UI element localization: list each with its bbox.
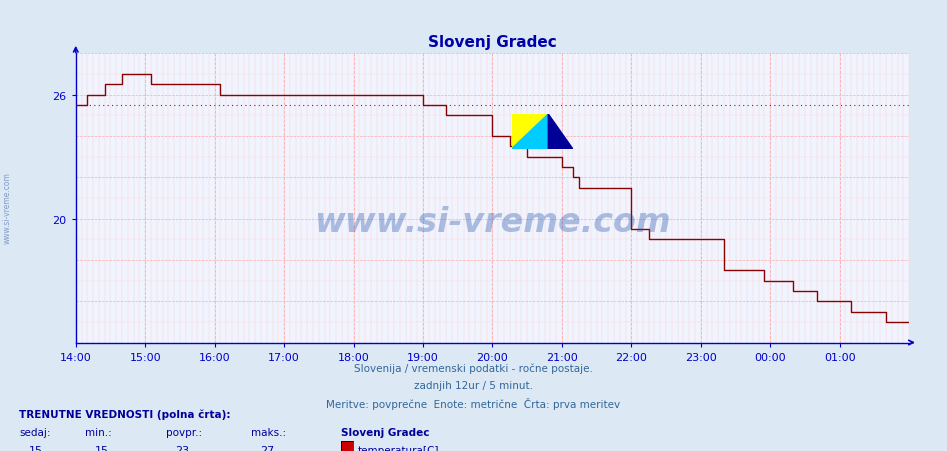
Polygon shape xyxy=(548,115,573,149)
Polygon shape xyxy=(511,115,548,149)
Polygon shape xyxy=(511,115,548,149)
Text: sedaj:: sedaj: xyxy=(19,427,50,437)
Text: zadnjih 12ur / 5 minut.: zadnjih 12ur / 5 minut. xyxy=(414,380,533,390)
Text: 27: 27 xyxy=(260,445,275,451)
Text: temperatura[C]: temperatura[C] xyxy=(358,445,439,451)
Text: povpr.:: povpr.: xyxy=(166,427,202,437)
Text: min.:: min.: xyxy=(85,427,112,437)
Text: Slovenija / vremenski podatki - ročne postaje.: Slovenija / vremenski podatki - ročne po… xyxy=(354,363,593,373)
Text: www.si-vreme.com: www.si-vreme.com xyxy=(3,171,12,244)
Title: Slovenj Gradec: Slovenj Gradec xyxy=(428,35,557,50)
Text: Meritve: povprečne  Enote: metrične  Črta: prva meritev: Meritve: povprečne Enote: metrične Črta:… xyxy=(327,397,620,410)
Text: maks.:: maks.: xyxy=(251,427,286,437)
Text: 15: 15 xyxy=(28,445,43,451)
Text: 23: 23 xyxy=(175,445,189,451)
Text: www.si-vreme.com: www.si-vreme.com xyxy=(314,205,670,238)
Text: 15: 15 xyxy=(95,445,109,451)
Text: TRENUTNE VREDNOSTI (polna črta):: TRENUTNE VREDNOSTI (polna črta): xyxy=(19,408,230,419)
Text: Slovenj Gradec: Slovenj Gradec xyxy=(341,427,429,437)
